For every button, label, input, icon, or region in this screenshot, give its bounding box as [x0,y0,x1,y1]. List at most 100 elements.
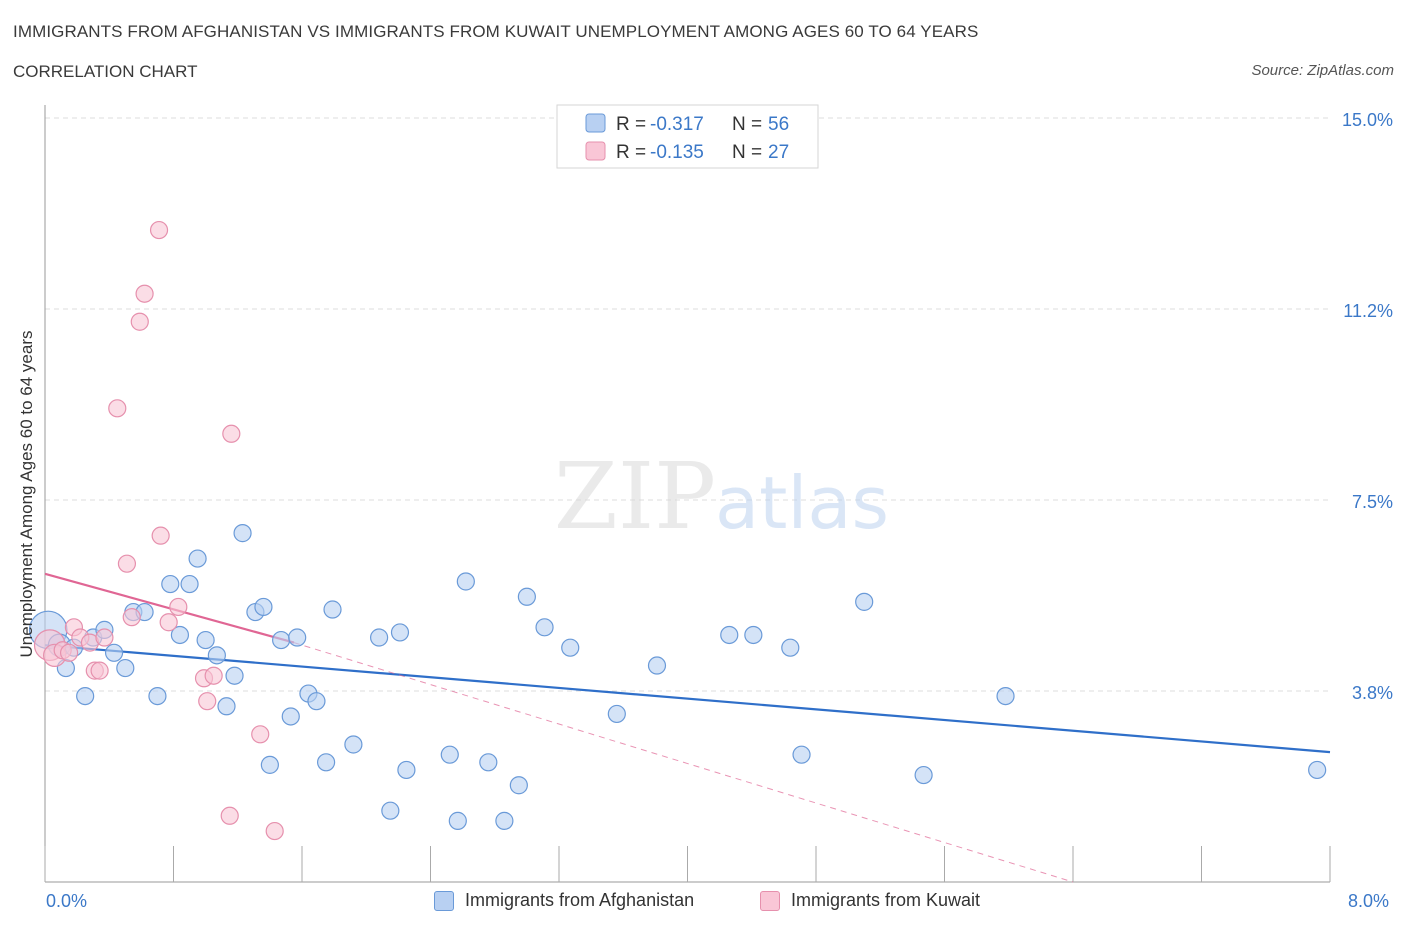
data-point-afghanistan [792,745,811,764]
y-tick-label: 3.8% [1352,683,1393,703]
data-point-afghanistan [344,735,363,754]
legend-r-value-afghanistan: -0.317 [650,114,704,135]
legend-bottom-swatch-afghanistan [434,890,454,911]
legend-n-value-afghanistan: 56 [768,114,789,135]
data-point-afghanistan [233,524,252,543]
legend-n-value-kuwait: 27 [768,142,789,163]
data-point-afghanistan [260,755,279,774]
y-tick-label: 7.5% [1352,492,1393,512]
data-point-afghanistan [1308,760,1327,780]
data-point-afghanistan [104,643,124,662]
data-point-kuwait [169,597,188,617]
data-point-afghanistan [170,625,190,645]
data-point-afghanistan [509,776,528,795]
data-point-afghanistan [479,753,498,772]
data-point-afghanistan [855,592,874,611]
legend-r-label-kuwait: R = [616,142,646,163]
data-point-afghanistan [316,753,336,772]
kuwait-points [33,220,284,841]
legend-bottom-label-kuwait: Immigrants from Kuwait [791,890,981,910]
chart-title: IMMIGRANTS FROM AFGHANISTAN VS IMMIGRANT… [13,22,979,41]
chart-subtitle: CORRELATION CHART [13,62,198,81]
legend-swatch-kuwait [585,141,606,161]
data-point-afghanistan [288,628,307,647]
data-point-afghanistan [390,623,410,642]
legend-r-value-kuwait: -0.135 [650,142,704,163]
data-point-kuwait [117,554,137,573]
legend-item-kuwait: Immigrants from Kuwait [760,890,980,911]
data-point-kuwait [220,806,239,825]
data-point-afghanistan [254,597,273,617]
data-point-afghanistan [607,704,626,724]
data-point-kuwait [130,312,149,331]
data-point-kuwait [204,666,223,685]
x-axis-max-label: 8.0% [1348,891,1390,911]
data-point-kuwait [95,628,114,647]
legend-item-afghanistan: Immigrants from Afghanistan [434,890,694,911]
y-axis-label: Unemployment Among Ages 60 to 64 years [17,330,36,658]
data-point-afghanistan [370,628,389,647]
trend-line-afghanistan [44,644,1331,754]
data-point-afghanistan [207,646,226,665]
data-point-afghanistan [744,625,763,645]
watermark: ZIP atlas [554,443,889,550]
axes [44,105,1331,883]
watermark-zip: ZIP [554,443,716,550]
data-point-kuwait [122,608,141,627]
grid-lines [45,117,1330,692]
legend-top: R = -0.317 N = 56 R = -0.135 N = 27 [556,104,819,169]
data-point-afghanistan [217,697,236,716]
legend-r-label-afghanistan: R = [616,114,646,135]
data-point-kuwait [59,643,79,662]
data-point-kuwait [135,284,154,303]
data-point-afghanistan [180,574,199,594]
data-point-kuwait [198,692,217,711]
afghanistan-points [28,524,1327,830]
data-point-afghanistan [307,692,326,711]
data-point-afghanistan [517,587,536,606]
legend-swatch-afghanistan [585,113,606,133]
data-point-afghanistan [397,760,416,780]
trend-lines [44,572,1331,883]
data-point-afghanistan [495,811,514,830]
x-axis-min-label: 0.0% [46,891,88,911]
data-point-kuwait [151,526,170,545]
data-point-afghanistan [448,811,467,830]
data-point-afghanistan [381,801,400,820]
data-point-afghanistan [116,658,135,678]
legend-bottom: Immigrants from Afghanistan Immigrants f… [0,890,1406,916]
data-point-afghanistan [720,625,739,645]
data-point-afghanistan [914,765,933,785]
data-point-afghanistan [281,707,300,726]
data-point-kuwait [265,821,284,841]
data-point-afghanistan [456,572,475,591]
data-point-kuwait [251,725,270,744]
watermark-atlas: atlas [715,461,889,545]
data-point-afghanistan [440,745,459,764]
data-point-kuwait [159,613,178,632]
data-point-afghanistan [996,686,1015,706]
data-point-kuwait [149,220,169,240]
trend-line-kuwait-extended [293,642,1074,883]
data-point-afghanistan [188,549,207,568]
y-tick-label: 11.2% [1343,301,1393,321]
data-point-kuwait [222,424,241,443]
data-point-afghanistan [225,666,244,685]
data-point-kuwait [90,661,109,680]
data-point-afghanistan [161,574,180,594]
legend-bottom-swatch-kuwait [760,890,780,911]
legend-n-label-afghanistan: N = [732,114,762,135]
data-point-afghanistan [148,686,167,706]
data-point-afghanistan [781,638,800,657]
data-point-afghanistan [561,638,580,657]
data-point-kuwait [108,399,127,418]
data-point-afghanistan [196,630,215,650]
data-point-afghanistan [647,656,667,675]
data-point-afghanistan [272,630,291,650]
legend-n-label-kuwait: N = [732,142,762,163]
data-point-afghanistan [76,686,95,706]
data-point-afghanistan [323,600,342,619]
legend-bottom-label-afghanistan: Immigrants from Afghanistan [465,890,695,910]
y-tick-labels: 15.0% 11.2% 7.5% 3.8% [1342,110,1393,703]
